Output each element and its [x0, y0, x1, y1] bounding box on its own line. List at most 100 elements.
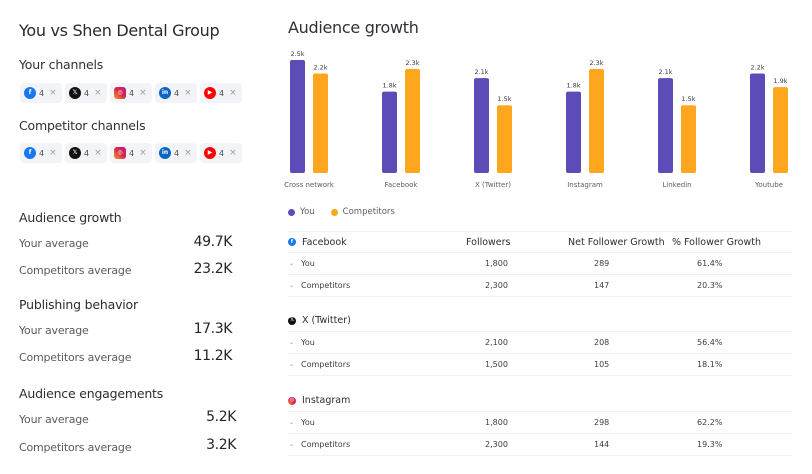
- category-label-4: Linkedin: [662, 181, 691, 189]
- bar-competitors-2[interactable]: [497, 105, 512, 173]
- channel-chip-youtube[interactable]: ▶ 4 ×: [200, 143, 242, 163]
- platform-header: 𝕏 X (Twitter): [288, 315, 466, 326]
- table-row[interactable]: ⌄ You 2,100 208 56.4%: [288, 332, 792, 354]
- chevron-down-icon[interactable]: ⌄: [289, 361, 295, 368]
- row-name: Competitors: [301, 440, 351, 449]
- followers-value: 1,800: [485, 259, 508, 268]
- bar-label-you-3: 1.8k: [566, 82, 580, 90]
- publishing-your-label: Your average: [19, 324, 89, 337]
- linkedin-icon: in: [159, 87, 171, 99]
- bar-label-competitors-4: 1.5k: [681, 95, 695, 103]
- legend-item-competitors[interactable]: Competitors: [330, 207, 395, 217]
- channel-chip-instagram[interactable]: ◎ 4 ×: [110, 83, 152, 103]
- x-twitter-icon: 𝕏: [69, 87, 81, 99]
- your-channels-list: f 4 × 𝕏 4 × ◎ 4 × in 4 × ▶ 4 ×: [20, 83, 242, 103]
- chevron-down-icon[interactable]: ⌄: [289, 282, 295, 289]
- remove-channel-icon[interactable]: ×: [49, 147, 57, 158]
- engagements-your-label: Your average: [19, 413, 89, 426]
- publishing-comp-label: Competitors average: [19, 351, 132, 364]
- chevron-down-icon[interactable]: ⌄: [289, 339, 295, 346]
- chevron-down-icon[interactable]: ⌄: [289, 260, 295, 267]
- bar-competitors-1[interactable]: [405, 69, 420, 173]
- channel-chip-x[interactable]: 𝕏 4 ×: [65, 83, 107, 103]
- table-row[interactable]: ⌄ Competitors 1,500 105 18.1%: [288, 354, 792, 376]
- platform-name: X (Twitter): [302, 315, 351, 326]
- channel-chip-instagram[interactable]: ◎ 4 ×: [110, 143, 152, 163]
- instagram-icon: ◎: [114, 87, 126, 99]
- channel-chip-x[interactable]: 𝕏 4 ×: [65, 143, 107, 163]
- bar-you-1[interactable]: [382, 91, 397, 173]
- bar-competitors-4[interactable]: [681, 105, 696, 173]
- remove-channel-icon[interactable]: ×: [94, 147, 102, 158]
- channel-count: 4: [129, 88, 135, 98]
- remove-channel-icon[interactable]: ×: [139, 147, 147, 158]
- bar-competitors-0[interactable]: [313, 73, 328, 173]
- youtube-icon: ▶: [204, 87, 216, 99]
- engagements-comp-value: 3.2K: [206, 437, 236, 453]
- bar-label-you-5: 2.2k: [750, 64, 764, 72]
- channel-chip-facebook[interactable]: f 4 ×: [20, 83, 62, 103]
- legend-label-competitors: Competitors: [342, 207, 395, 217]
- table-row[interactable]: ⌄ You 1,800 289 61.4%: [288, 253, 792, 275]
- table-x: 𝕏 X (Twitter) ⌄ You 2,100 208 56.4% ⌄ Competitor…: [288, 310, 792, 376]
- table-header: ◎ Instagram: [288, 390, 792, 412]
- row-name: Competitors: [301, 281, 351, 290]
- bar-you-2[interactable]: [474, 78, 489, 173]
- remove-channel-icon[interactable]: ×: [184, 87, 192, 98]
- pct-growth-value: 18.1%: [697, 360, 723, 369]
- competitor-channels-label: Competitor channels: [19, 118, 146, 133]
- bar-you-3[interactable]: [566, 91, 581, 173]
- platform-name: Facebook: [302, 236, 347, 248]
- remove-channel-icon[interactable]: ×: [49, 87, 57, 98]
- bar-competitors-3[interactable]: [589, 69, 604, 173]
- pct-growth-value: 61.4%: [697, 259, 723, 268]
- channel-count: 4: [129, 148, 135, 158]
- bar-label-competitors-2: 1.5k: [497, 95, 511, 103]
- net-growth-value: 289: [594, 259, 610, 268]
- col-net-growth: Net Follower Growth: [568, 236, 665, 248]
- remove-channel-icon[interactable]: ×: [184, 147, 192, 158]
- channel-chip-facebook[interactable]: f 4 ×: [20, 143, 62, 163]
- x-twitter-icon: 𝕏: [69, 147, 81, 159]
- bar-you-5[interactable]: [750, 73, 765, 173]
- legend-item-you[interactable]: You: [288, 207, 315, 217]
- platform-header: f Facebook: [288, 237, 466, 248]
- category-label-3: Instagram: [567, 181, 603, 189]
- channel-chip-youtube[interactable]: ▶ 4 ×: [200, 83, 242, 103]
- x-twitter-icon: 𝕏: [288, 316, 296, 325]
- table-header: 𝕏 X (Twitter): [288, 310, 792, 332]
- category-label-1: Facebook: [385, 181, 419, 189]
- pct-growth-value: 20.3%: [697, 281, 723, 290]
- bar-competitors-5[interactable]: [773, 87, 788, 173]
- your-channels-label: Your channels: [19, 57, 104, 72]
- audience-growth-comp-label: Competitors average: [19, 264, 132, 277]
- remove-channel-icon[interactable]: ×: [229, 87, 237, 98]
- remove-channel-icon[interactable]: ×: [94, 87, 102, 98]
- channel-chip-linkedin[interactable]: in 4 ×: [155, 83, 197, 103]
- channel-count: 4: [219, 148, 225, 158]
- publishing-comp-value: 11.2K: [193, 348, 233, 364]
- bar-you-4[interactable]: [658, 78, 673, 173]
- remove-channel-icon[interactable]: ×: [229, 147, 237, 158]
- audience-growth-comp-value: 23.2K: [193, 261, 233, 277]
- audience-growth-your-label: Your average: [19, 237, 89, 250]
- section-engagements-title: Audience engagements: [19, 386, 164, 401]
- chevron-down-icon[interactable]: ⌄: [289, 441, 295, 448]
- followers-value: 2,300: [485, 440, 508, 449]
- followers-value: 2,300: [485, 281, 508, 290]
- channel-chip-linkedin[interactable]: in 4 ×: [155, 143, 197, 163]
- youtube-icon: ▶: [204, 147, 216, 159]
- audience-growth-chart: 2.5k 2.2k Cross network 1.8k 2.3k Facebook 2.1…: [284, 50, 788, 189]
- followers-value: 2,100: [485, 338, 508, 347]
- table-row[interactable]: ⌄ You 1,800 298 62.2%: [288, 412, 792, 434]
- remove-channel-icon[interactable]: ×: [139, 87, 147, 98]
- table-row[interactable]: ⌄ Competitors 2,300 144 19.3%: [288, 434, 792, 456]
- bar-you-0[interactable]: [290, 60, 305, 173]
- pct-growth-value: 56.4%: [697, 338, 723, 347]
- chevron-down-icon[interactable]: ⌄: [289, 419, 295, 426]
- competitor-channels-list: f 4 × 𝕏 4 × ◎ 4 × in 4 × ▶ 4 ×: [20, 143, 242, 163]
- followers-value: 1,500: [485, 360, 508, 369]
- chart-legend: You Competitors: [288, 207, 395, 217]
- section-audience-growth-title: Audience growth: [19, 210, 122, 225]
- table-row[interactable]: ⌄ Competitors 2,300 147 20.3%: [288, 275, 792, 297]
